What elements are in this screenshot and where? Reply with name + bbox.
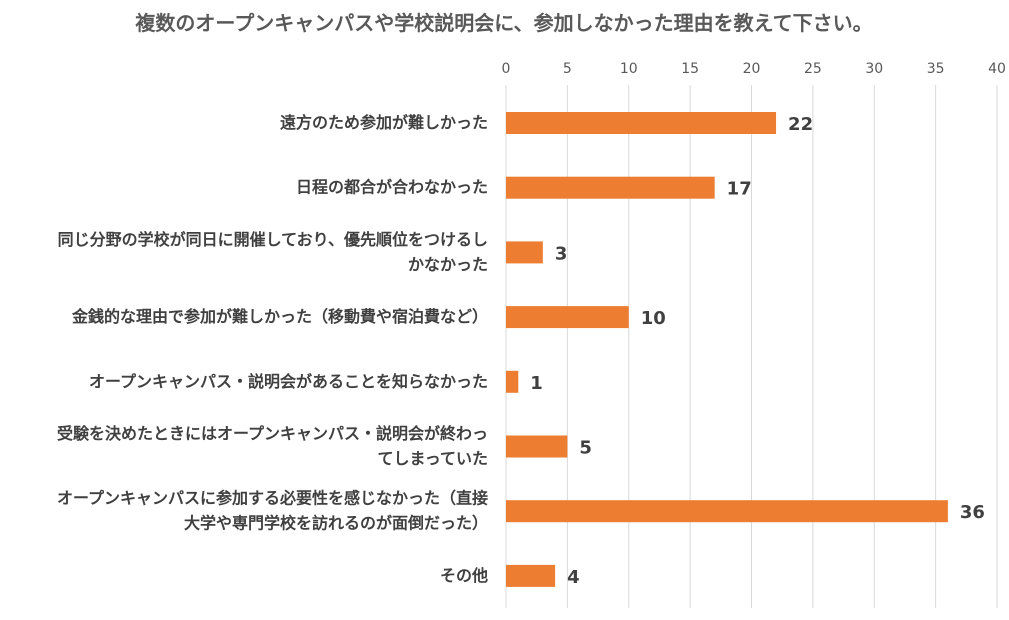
data-label: 5 (579, 438, 592, 459)
x-tick-label: 40 (988, 61, 1006, 77)
category-label: 日程の都合が合わなかった (296, 178, 488, 197)
x-tick-label: 30 (865, 61, 883, 77)
category-label: かなかった (408, 255, 488, 274)
category-label: オープンキャンパスに参加する必要性を感じなかった（直接 (57, 489, 488, 508)
bar (506, 370, 519, 393)
data-label: 10 (641, 308, 666, 329)
data-label: 22 (788, 114, 813, 135)
data-label: 17 (727, 179, 752, 200)
bars (506, 112, 948, 587)
x-tick-label: 25 (804, 61, 822, 77)
category-label: 金銭的な理由で参加が難しかった（移動費や宿泊費など） (71, 307, 488, 326)
bar (506, 306, 629, 329)
x-axis-ticks: 0 5 10 15 20 25 30 35 40 (502, 61, 1006, 77)
x-tick-label: 20 (743, 61, 761, 77)
x-tick-label: 10 (620, 61, 638, 77)
data-label: 3 (555, 243, 568, 264)
category-label: てしまっていた (377, 449, 488, 468)
data-label: 36 (960, 502, 985, 523)
category-label: 同じ分野の学校が同日に開催しており、優先順位をつけるし (58, 230, 488, 249)
data-labels: 22 17 3 10 1 5 36 4 (530, 114, 985, 588)
category-label: オープンキャンパス・説明会があることを知らなかった (89, 372, 488, 391)
x-tick-label: 35 (927, 61, 945, 77)
category-label: その他 (440, 566, 488, 585)
category-label: 大学や専門学校を訪れるのが面倒だった） (184, 514, 488, 533)
bar (506, 435, 568, 458)
data-label: 4 (567, 567, 580, 588)
bar (506, 564, 556, 587)
chart-title: 複数のオープンキャンパスや学校説明会に、参加しなかった理由を教えて下さい。 (135, 11, 872, 35)
bar (506, 500, 948, 523)
data-label: 1 (530, 373, 543, 394)
gridlines (505, 85, 998, 608)
bar (506, 241, 543, 264)
bar (506, 176, 715, 199)
bar (506, 112, 777, 134)
x-tick-label: 15 (681, 61, 699, 77)
category-labels: 遠方のため参加が難しかった日程の都合が合わなかった同じ分野の学校が同日に開催して… (57, 113, 488, 585)
x-tick-label: 0 (502, 61, 511, 77)
x-tick-label: 5 (563, 61, 572, 77)
category-label: 遠方のため参加が難しかった (280, 113, 488, 132)
category-label: 受験を決めたときにはオープンキャンパス・説明会が終わっ (57, 424, 488, 443)
